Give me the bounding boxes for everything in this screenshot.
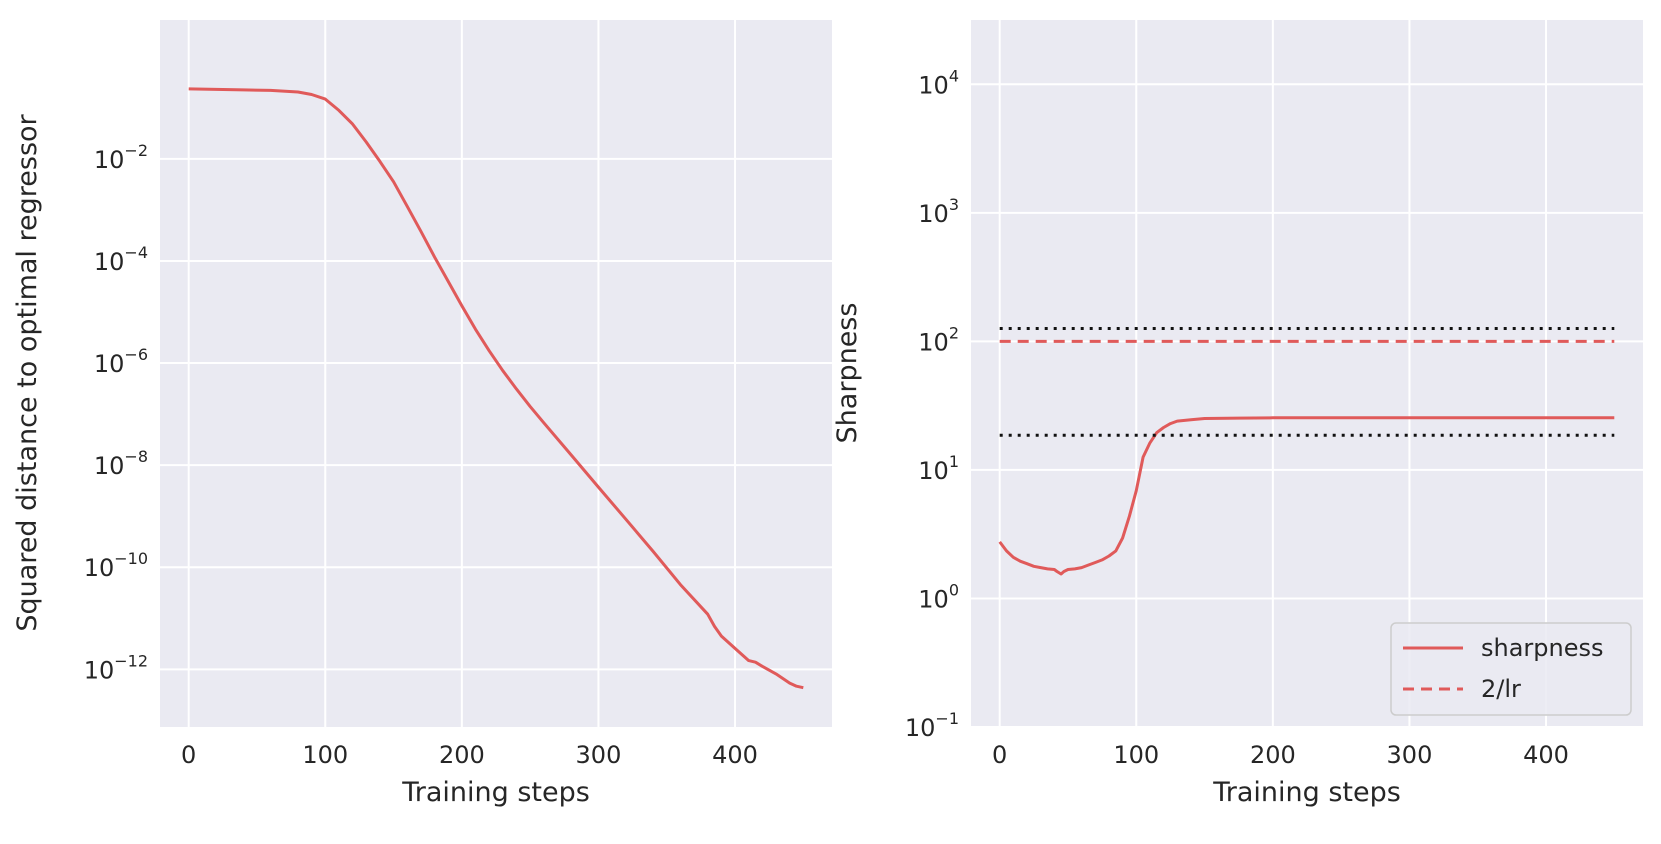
x-axis-label: Training steps — [1212, 777, 1401, 808]
y-tick-label: 10−12 — [84, 651, 148, 684]
x-tick-label: 300 — [1387, 741, 1433, 769]
x-tick-label: 0 — [181, 741, 196, 769]
x-tick-label: 400 — [1523, 741, 1569, 769]
plot-background — [971, 20, 1643, 727]
legend-label: 2/lr — [1481, 675, 1521, 703]
chart-panel-2: 0 100 200 300 400 10−1 100 101 102 103 104 Training… — [832, 20, 1643, 808]
y-tick-label: 10−2 — [94, 141, 148, 174]
y-axis-label: Sharpness — [832, 303, 863, 444]
legend-box — [1390, 622, 1632, 716]
y-tick-label: 10−8 — [94, 447, 148, 480]
series-line-sharpness — [998, 416, 1615, 576]
y-tick-label: 10−10 — [84, 549, 148, 582]
plot-background — [160, 20, 832, 727]
y-tick-label: 103 — [918, 195, 959, 228]
x-tick-label: 0 — [992, 741, 1007, 769]
y-axis-label: Squared distance to optimal regressor — [12, 113, 43, 631]
x-axis-label: Training steps — [401, 777, 590, 808]
y-tick-label: 10−1 — [905, 709, 959, 742]
legend: sharpness 2/lr — [1390, 622, 1632, 716]
x-tick-label: 400 — [712, 741, 758, 769]
y-tick-label: 102 — [918, 323, 959, 356]
y-tick-label: 10−6 — [94, 345, 148, 378]
chart-panel-1: 0 100 200 300 400 10−12 10−10 10−8 10−6 10−4 10−2 T… — [12, 20, 832, 808]
x-tick-label: 100 — [302, 741, 348, 769]
y-tick-label: 100 — [918, 580, 959, 613]
y-tick-label: 10−4 — [94, 243, 148, 276]
legend-label: sharpness — [1481, 634, 1604, 662]
y-tick-label: 104 — [918, 66, 959, 99]
y-tick-label: 101 — [918, 452, 959, 485]
x-tick-label: 100 — [1113, 741, 1159, 769]
x-tick-label: 200 — [1250, 741, 1296, 769]
x-tick-label: 300 — [576, 741, 622, 769]
x-tick-label: 200 — [439, 741, 485, 769]
reference-line-0 — [188, 87, 804, 690]
